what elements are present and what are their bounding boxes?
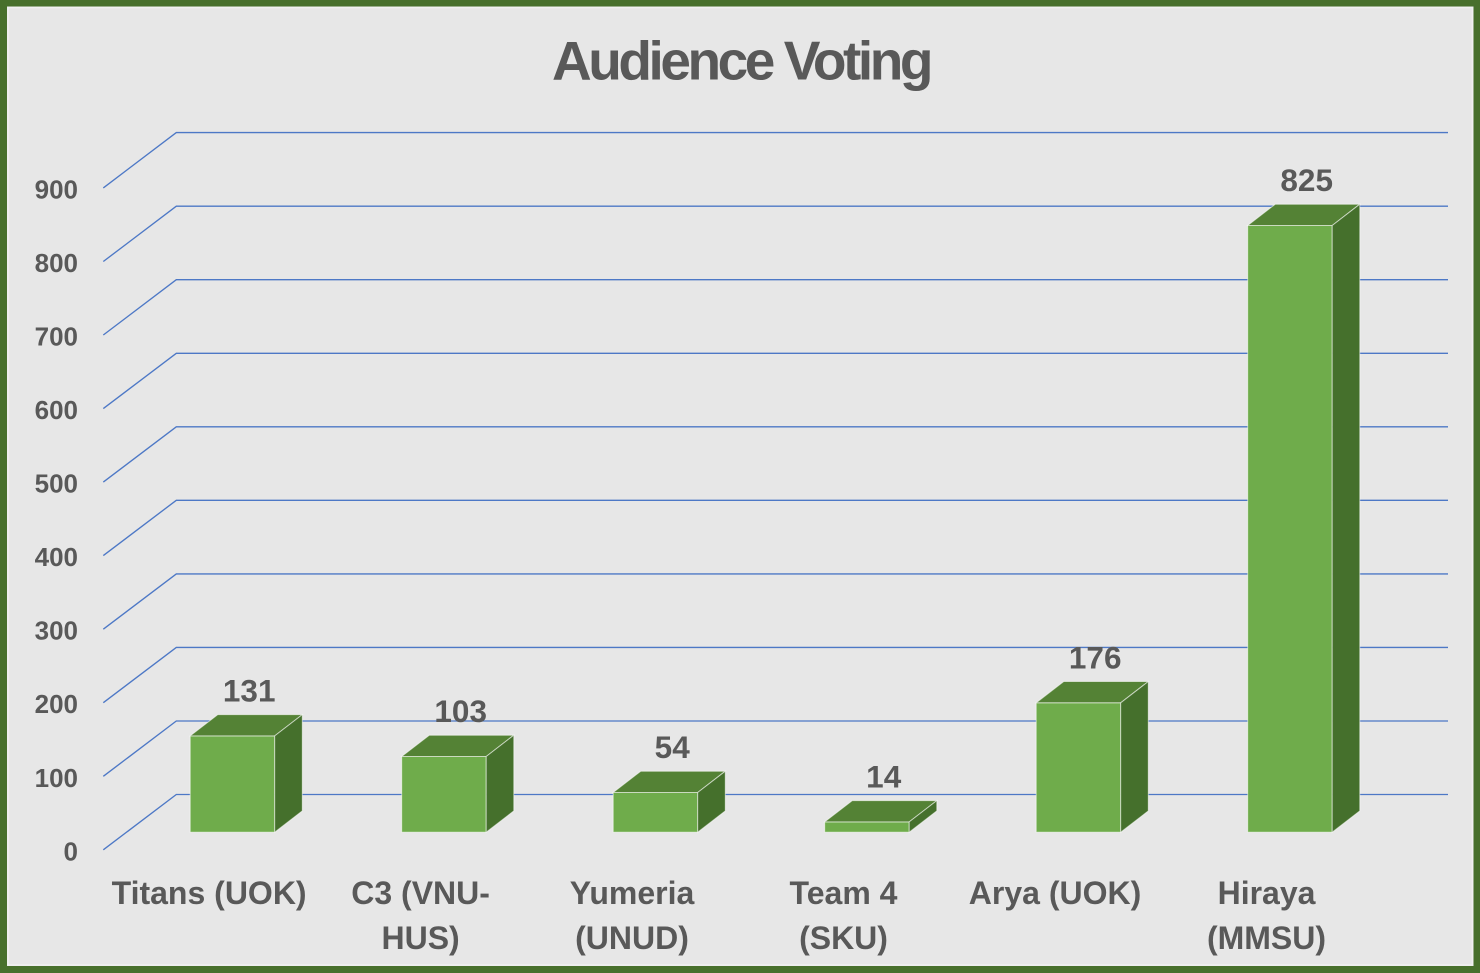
svg-text:Audience Voting: Audience Voting [552,30,930,92]
svg-text:103: 103 [434,693,487,729]
svg-text:131: 131 [223,673,276,709]
svg-text:(UNUD): (UNUD) [575,920,689,956]
svg-text:Hiraya: Hiraya [1218,875,1316,911]
svg-text:14: 14 [866,759,902,795]
svg-text:Team 4: Team 4 [790,875,898,911]
svg-text:200: 200 [35,689,78,719]
svg-text:800: 800 [35,248,78,278]
svg-text:825: 825 [1280,162,1333,198]
svg-text:500: 500 [35,469,78,499]
svg-text:54: 54 [655,729,691,765]
svg-text:Titans (UOK): Titans (UOK) [112,875,307,911]
svg-text:400: 400 [35,542,78,572]
svg-text:300: 300 [35,616,78,646]
svg-text:(MMSU): (MMSU) [1207,920,1326,956]
svg-text:Yumeria: Yumeria [570,875,695,911]
svg-text:Arya (UOK): Arya (UOK) [969,875,1141,911]
svg-text:176: 176 [1069,640,1122,676]
svg-text:HUS): HUS) [381,920,459,956]
svg-text:C3 (VNU-: C3 (VNU- [351,875,490,911]
svg-text:900: 900 [35,174,78,204]
svg-text:700: 700 [35,322,78,352]
svg-text:600: 600 [35,395,78,425]
svg-text:100: 100 [35,763,78,793]
svg-text:0: 0 [64,836,78,866]
svg-text:(SKU): (SKU) [799,920,888,956]
